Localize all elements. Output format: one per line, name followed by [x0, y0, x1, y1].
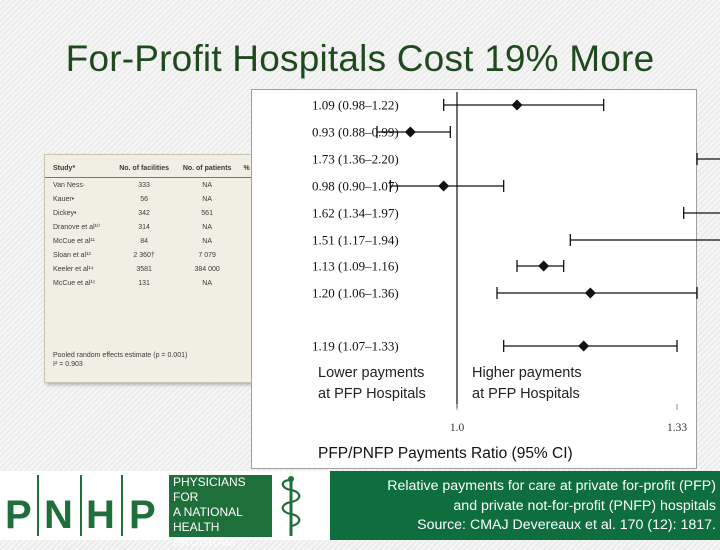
- cell-patients: 561: [201, 209, 213, 217]
- cell-study: Van Ness·: [53, 181, 86, 189]
- estimate-label: 1.73 (1.36–2.20): [312, 152, 399, 167]
- org-line-2: A NATIONAL: [173, 505, 243, 519]
- pooled-label: Pooled random effects estimate (p = 0.00…: [53, 352, 188, 359]
- logo-divider: [37, 475, 39, 536]
- pnhp-logo: [0, 471, 330, 540]
- estimate-label: 1.19 (1.07–1.33): [312, 339, 399, 354]
- caption-line-1: Relative payments for care at private fo…: [387, 478, 716, 494]
- footer-caption: Relative payments for care at private fo…: [387, 477, 716, 536]
- cell-patients: 384 000: [194, 265, 220, 273]
- heterogeneity-label: I² = 0.903: [53, 361, 83, 368]
- cell-study: McCue et al¹¹: [53, 237, 96, 245]
- x-tick-label: 1.0: [450, 422, 465, 434]
- cell-facilities: 56: [140, 195, 148, 203]
- org-line-3: HEALTH: [173, 520, 220, 534]
- caption-line-2: and private not-for-profit (PNFP) hospit…: [453, 497, 716, 514]
- slide-title: For-Profit Hospitals Cost 19% More: [65, 38, 655, 79]
- table-header-study: Study*: [45, 155, 113, 178]
- logo-org-name: PHYSICIANS FOR A NATIONAL HEALTH PROGRAM: [169, 475, 272, 549]
- cell-patients: NA: [202, 195, 212, 203]
- estimate-marker: [584, 287, 596, 299]
- org-line-4: PROGRAM: [173, 535, 236, 549]
- higher-label-line-1: Higher payments: [472, 365, 582, 381]
- estimate-marker: [511, 99, 523, 111]
- logo-letter-p1: P: [5, 493, 32, 537]
- cell-facilities: 2 360†: [133, 251, 155, 259]
- caption-line-3: Source: CMAJ Devereaux et al. 170 (12): …: [417, 517, 716, 533]
- table-header-patients: No. of patients: [175, 155, 239, 178]
- logo-letter-h: H: [86, 493, 115, 537]
- higher-label-line-2: at PFP Hospitals: [472, 386, 580, 402]
- forest-plot-panel: [251, 89, 697, 469]
- cell-patients: NA: [202, 279, 212, 287]
- cell-study: Dranove et al¹⁰: [53, 223, 100, 231]
- x-tick-label: 1.33: [667, 422, 687, 434]
- table-header-facilities: No. of facilities: [112, 155, 176, 178]
- x-axis-title: PFP/PNFP Payments Ratio (95% CI): [318, 445, 573, 462]
- cell-patients: NA: [202, 237, 212, 245]
- estimate-label: 0.98 (0.90–1.07): [312, 179, 399, 194]
- cell-facilities: 314: [138, 223, 150, 231]
- cell-facilities: 342: [138, 209, 150, 217]
- lower-label-line-1: Lower payments: [318, 365, 425, 381]
- logo-divider: [80, 475, 82, 536]
- cell-facilities: 84: [140, 237, 148, 245]
- org-line-1: PHYSICIANS FOR: [173, 475, 246, 504]
- lower-label-line-2: at PFP Hospitals: [318, 386, 426, 402]
- cell-facilities: 131: [138, 279, 150, 287]
- study-table: Study* No. of facilities No. of patients…: [44, 154, 280, 383]
- cell-patients: NA: [202, 181, 212, 189]
- estimate-label: 1.62 (1.34–1.97): [312, 206, 399, 221]
- cell-patients: NA: [202, 223, 212, 231]
- cell-facilities: 333: [138, 181, 150, 189]
- logo-letter-p2: P: [129, 493, 156, 537]
- logo-divider: [121, 475, 123, 536]
- cell-study: McCue et al¹⁵: [53, 279, 96, 287]
- cell-patients: 7 079: [198, 251, 216, 259]
- logo-letter-n: N: [44, 493, 73, 537]
- higher-payments-label: Higher payments at PFP Hospitals: [472, 363, 622, 405]
- cell-study: Sloan et al¹³: [53, 251, 91, 259]
- estimate-label: 1.09 (0.98–1.22): [312, 98, 399, 113]
- estimate-label: 1.51 (1.17–1.94): [312, 233, 399, 248]
- cell-facilities: 3581: [136, 265, 152, 273]
- lower-payments-label: Lower payments at PFP Hospitals: [318, 363, 453, 405]
- estimate-label: 1.20 (1.06–1.36): [312, 286, 399, 301]
- estimate-marker: [404, 126, 416, 138]
- cell-study: Keeler et al¹⁴: [53, 265, 94, 273]
- estimate-label: 1.13 (1.09–1.16): [312, 259, 399, 274]
- caduceus-icon: [281, 476, 301, 536]
- estimate-marker: [538, 260, 550, 272]
- cell-study: Dickey•: [53, 209, 77, 217]
- estimate-marker: [438, 180, 450, 192]
- cell-study: Kauer•: [53, 195, 75, 203]
- pooled-estimate-marker: [578, 340, 590, 352]
- pooled-estimate-note: Pooled random effects estimate (p = 0.00…: [53, 351, 187, 369]
